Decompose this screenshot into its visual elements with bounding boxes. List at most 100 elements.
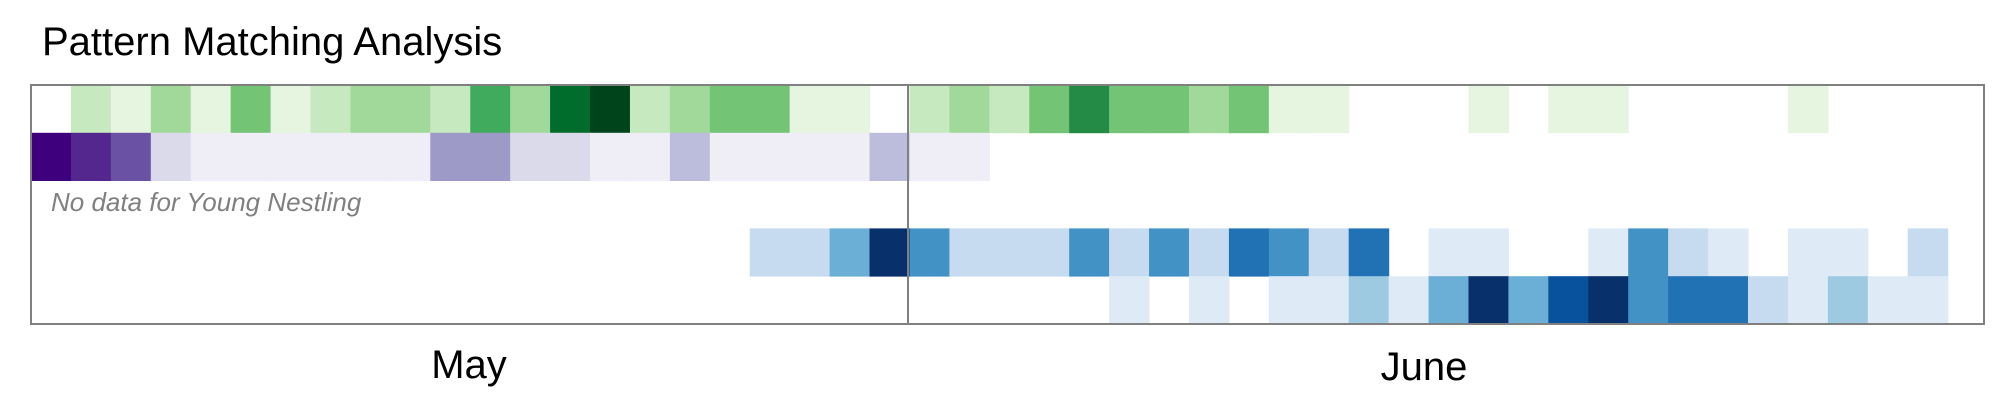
heatmap-cell	[949, 85, 990, 134]
heatmap-cell	[789, 228, 831, 277]
heatmap-cell	[869, 228, 911, 277]
heatmap-cell	[1308, 228, 1350, 277]
heatmap-cell	[1468, 276, 1510, 325]
heatmap-cell	[430, 132, 471, 181]
heatmap-cell	[1029, 228, 1070, 277]
heatmap-cell	[1747, 276, 1789, 325]
heatmap-cell	[909, 132, 950, 181]
heatmap-cell	[1548, 276, 1589, 325]
heatmap-cell	[70, 132, 112, 181]
heatmap-cell	[1428, 276, 1470, 325]
heatmap-cells	[31, 85, 1949, 325]
heatmap-cell	[190, 85, 232, 134]
heatmap-cell	[1548, 85, 1589, 134]
heatmap-cell	[310, 85, 352, 134]
heatmap-cell	[430, 85, 471, 134]
heatmap-cell	[1069, 228, 1110, 277]
heatmap-cell	[270, 85, 312, 134]
heatmap-cell	[1268, 85, 1310, 134]
heatmap-cell	[629, 132, 671, 181]
heatmap-cell	[1628, 276, 1669, 325]
heatmap-cell	[1827, 228, 1869, 277]
heatmap-cell	[669, 132, 711, 181]
heatmap-cell	[1907, 228, 1949, 277]
heatmap-cell	[1188, 228, 1230, 277]
heatmap-cell	[629, 85, 671, 134]
heatmap-cell	[1388, 276, 1430, 325]
heatmap-cell	[749, 85, 791, 134]
heatmap-cell	[310, 132, 352, 181]
heatmap-cell	[1588, 228, 1629, 277]
heatmap-cell	[1268, 228, 1310, 277]
heatmap-cell	[949, 228, 990, 277]
heatmap-cell	[510, 132, 551, 181]
heatmap-cell	[230, 132, 272, 181]
heatmap-cell	[1188, 85, 1230, 134]
heatmap-cell	[470, 132, 511, 181]
heatmap-cell	[470, 85, 511, 134]
heatmap-cell	[1348, 276, 1390, 325]
heatmap-cell	[550, 132, 591, 181]
x-tick-label-may: May	[431, 343, 507, 387]
heatmap-cell	[1109, 276, 1150, 325]
heatmap-cell	[989, 228, 1030, 277]
heatmap-cell	[829, 228, 871, 277]
heatmap-cell	[1109, 228, 1150, 277]
heatmap-cell	[1628, 228, 1669, 277]
heatmap-cell	[1188, 276, 1230, 325]
heatmap-cell	[1668, 228, 1709, 277]
chart-title: Pattern Matching Analysis	[42, 20, 503, 64]
heatmap-cell	[390, 132, 431, 181]
heatmap-cell	[1428, 228, 1470, 277]
heatmap-cell	[150, 85, 192, 134]
heatmap-cell	[1069, 85, 1110, 134]
heatmap-cell	[1708, 276, 1749, 325]
heatmap-cell	[1787, 85, 1829, 134]
heatmap-cell	[1787, 276, 1829, 325]
heatmap-cell	[590, 85, 631, 134]
heatmap-cell	[590, 132, 631, 181]
heatmap-cell	[1668, 276, 1709, 325]
heatmap-cell	[350, 132, 391, 181]
heatmap-cell	[1508, 276, 1549, 325]
heatmap-cell	[909, 228, 950, 277]
heatmap-cell	[829, 85, 871, 134]
heatmap-cell	[909, 85, 950, 134]
heatmap-cell	[31, 132, 72, 181]
plot-frame	[30, 84, 1985, 325]
heatmap-cell	[1149, 228, 1190, 277]
heatmap-cell	[1907, 276, 1949, 325]
heatmap-cell	[1827, 276, 1869, 325]
heatmap-cell	[749, 132, 791, 181]
heatmap-cell	[949, 132, 990, 181]
heatmap-cell	[1867, 276, 1909, 325]
heatmap-cell	[869, 132, 911, 181]
heatmap-cell	[510, 85, 551, 134]
heatmap-cell	[350, 85, 391, 134]
heatmap-cell	[1228, 228, 1270, 277]
heatmap-cell	[390, 85, 431, 134]
heatmap-cell	[70, 85, 112, 134]
heatmap-cell	[749, 228, 791, 277]
heatmap-cell	[110, 132, 152, 181]
heatmap-cell	[150, 132, 192, 181]
heatmap-cell	[1268, 276, 1310, 325]
heatmap-cell	[1029, 85, 1070, 134]
heatmap-cell	[989, 85, 1030, 134]
heatmap-cell	[1708, 228, 1749, 277]
heatmap-cell	[1308, 276, 1350, 325]
heatmap-cell	[1228, 85, 1270, 134]
heatmap-cell	[1109, 85, 1150, 134]
heatmap-cell	[789, 85, 831, 134]
heatmap-cell	[270, 132, 312, 181]
heatmap-cell	[1588, 276, 1629, 325]
heatmap-cell	[1787, 228, 1829, 277]
heatmap-cell	[1468, 228, 1510, 277]
heatmap-cell	[110, 85, 152, 134]
no-data-note: No data for Young Nestling	[51, 187, 362, 217]
heatmap-cell	[829, 132, 871, 181]
heatmap-cell	[709, 132, 751, 181]
heatmap-cell	[709, 85, 751, 134]
heatmap-cell	[550, 85, 591, 134]
